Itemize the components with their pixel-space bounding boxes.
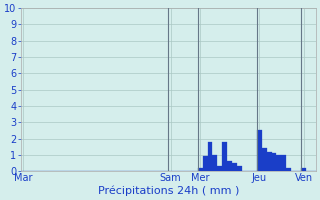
Bar [227, 161, 232, 171]
Bar [237, 166, 242, 171]
Bar [267, 152, 272, 171]
Bar [281, 155, 286, 171]
Bar [257, 130, 262, 171]
Bar [232, 163, 237, 171]
Bar [208, 142, 212, 171]
Bar [286, 168, 291, 171]
X-axis label: Précipitations 24h ( mm ): Précipitations 24h ( mm ) [98, 185, 239, 196]
Bar [203, 156, 208, 171]
Bar [198, 168, 203, 171]
Bar [222, 142, 227, 171]
Bar [262, 148, 267, 171]
Bar [276, 155, 281, 171]
Bar [212, 155, 217, 171]
Bar [217, 166, 222, 171]
Bar [272, 153, 276, 171]
Bar [301, 168, 306, 171]
